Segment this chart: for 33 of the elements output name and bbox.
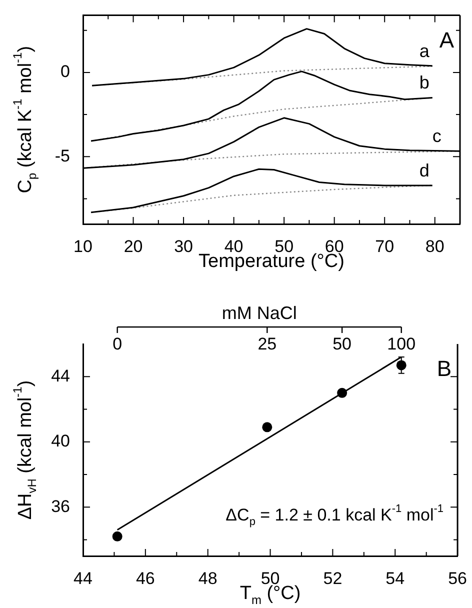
x-tick-label: 54	[386, 568, 405, 588]
annotation: b	[419, 72, 430, 93]
annotation: a	[419, 40, 430, 61]
annotation: 100	[387, 334, 416, 354]
annotation: c	[432, 126, 442, 146]
x-tick-label: 56	[448, 568, 468, 588]
x-tick-label: 30	[174, 236, 193, 256]
x-tick-label: 10	[74, 236, 92, 256]
x-tick-label: 40	[224, 236, 244, 256]
point	[337, 388, 348, 398]
annotation: 25	[258, 334, 277, 354]
x-tick-label: 80	[425, 236, 444, 256]
x-tick-label: 50	[274, 236, 294, 256]
x2-axis-title: mM NaCl	[222, 302, 297, 323]
x-tick-label: 44	[74, 568, 92, 588]
x-tick-label: 70	[375, 236, 394, 256]
x-tick-label: 52	[323, 568, 342, 588]
y-tick-label: -5	[54, 146, 70, 166]
annotation: B	[436, 356, 452, 382]
annotation: 0	[112, 334, 122, 354]
x-tick-label: 20	[124, 236, 143, 256]
y-tick-label: 0	[60, 62, 70, 82]
y-tick-label: 44	[51, 366, 70, 386]
annotation: d	[419, 160, 430, 180]
point	[262, 422, 272, 432]
x-tick-label: 46	[136, 568, 155, 588]
y-tick-label: 40	[51, 432, 70, 451]
y-tick-label: 36	[51, 496, 70, 516]
annotation: 50	[332, 334, 352, 354]
x-tick-label: 48	[198, 568, 218, 588]
annotation: A	[439, 27, 454, 52]
y-axis-title: ΔHvH (kcal mol-1)	[10, 380, 39, 520]
y-axis-title: Cp (kcal K-1 mol-1)	[10, 46, 39, 194]
